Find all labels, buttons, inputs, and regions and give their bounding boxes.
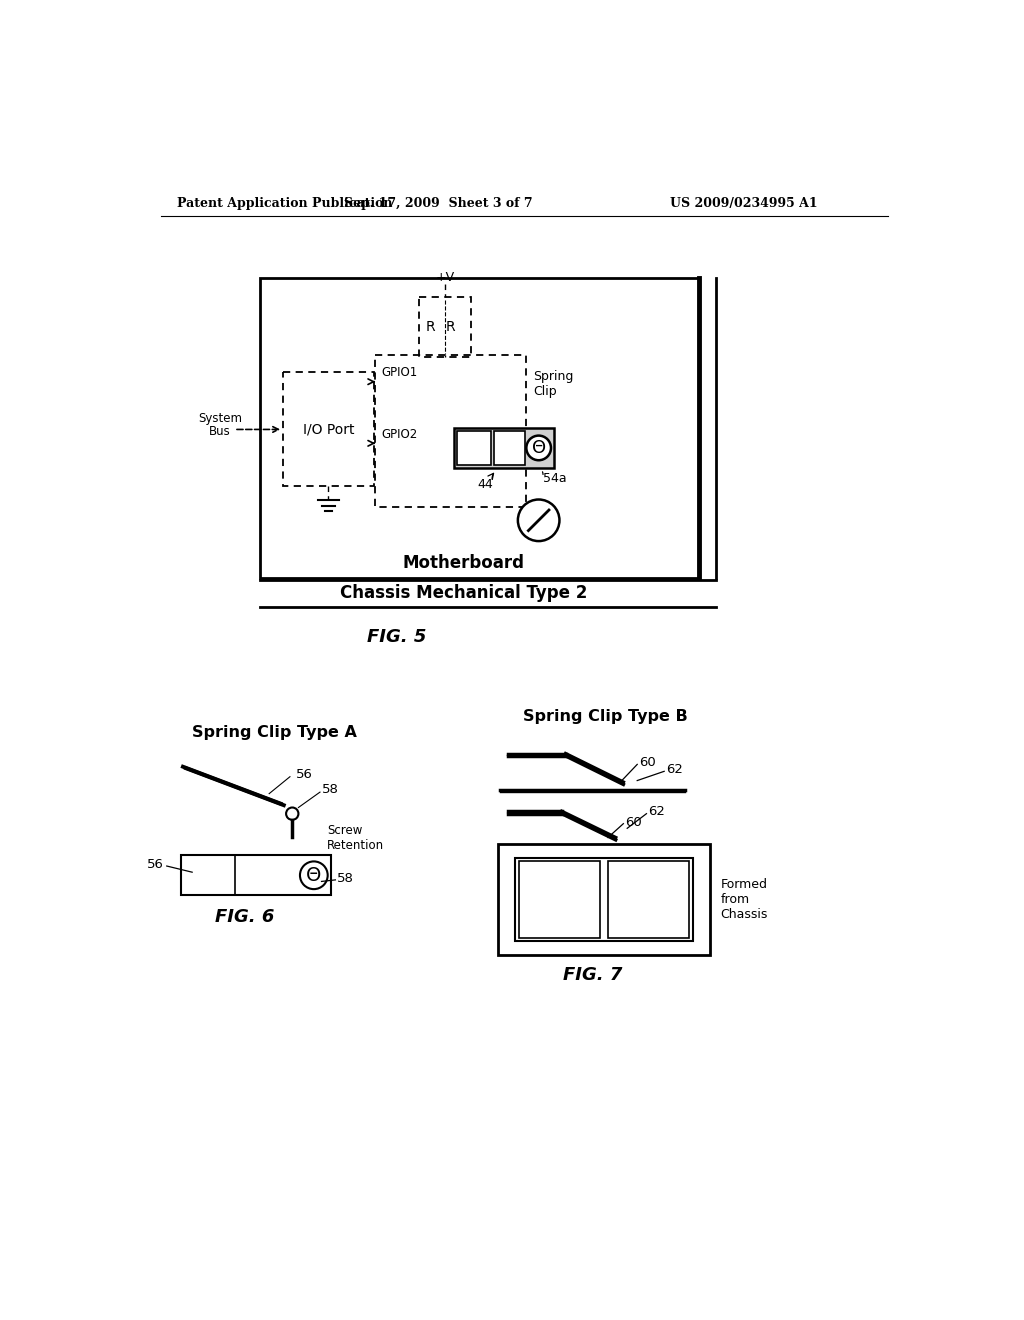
Text: Screw
Retention: Screw Retention bbox=[327, 825, 384, 853]
Text: Spring Clip Type B: Spring Clip Type B bbox=[523, 709, 688, 725]
Bar bbox=[454, 428, 554, 469]
Text: 62: 62 bbox=[666, 763, 683, 776]
Bar bbox=[376, 355, 525, 507]
Text: R: R bbox=[426, 319, 435, 334]
Text: FIG. 7: FIG. 7 bbox=[563, 966, 623, 983]
Circle shape bbox=[518, 499, 559, 541]
Text: 56: 56 bbox=[296, 768, 313, 781]
Bar bbox=[607, 862, 689, 937]
Text: FIG. 6: FIG. 6 bbox=[215, 908, 274, 925]
Text: FIG. 5: FIG. 5 bbox=[367, 628, 426, 647]
Text: 44: 44 bbox=[477, 478, 493, 491]
Text: R: R bbox=[446, 319, 456, 334]
Text: Patent Application Publication: Patent Application Publication bbox=[177, 197, 392, 210]
Bar bbox=[283, 372, 374, 487]
Text: Θ: Θ bbox=[531, 440, 546, 457]
Text: 62: 62 bbox=[648, 805, 665, 818]
Text: 56: 56 bbox=[146, 858, 164, 871]
Text: Spring
Clip: Spring Clip bbox=[534, 370, 573, 399]
Text: US 2009/0234995 A1: US 2009/0234995 A1 bbox=[670, 197, 817, 210]
Circle shape bbox=[300, 862, 328, 890]
Circle shape bbox=[526, 436, 551, 461]
Bar bbox=[419, 297, 471, 358]
Text: Θ: Θ bbox=[306, 866, 322, 884]
Text: Bus: Bus bbox=[209, 425, 230, 438]
Circle shape bbox=[286, 808, 298, 820]
Text: GPIO2: GPIO2 bbox=[382, 428, 418, 441]
Bar bbox=[260, 277, 698, 578]
Bar bbox=[457, 430, 490, 465]
Text: 54a: 54a bbox=[543, 473, 566, 486]
Text: 58: 58 bbox=[337, 871, 354, 884]
Text: Motherboard: Motherboard bbox=[403, 553, 525, 572]
Text: I/O Port: I/O Port bbox=[303, 422, 354, 437]
Text: System: System bbox=[198, 412, 242, 425]
Bar bbox=[515, 858, 692, 941]
Text: 60: 60 bbox=[639, 756, 655, 770]
Text: 60: 60 bbox=[625, 816, 642, 829]
Bar bbox=[518, 862, 600, 937]
Bar bbox=[494, 430, 524, 465]
Bar bbox=[498, 843, 710, 956]
Text: Spring Clip Type A: Spring Clip Type A bbox=[193, 725, 357, 739]
Text: 58: 58 bbox=[322, 783, 338, 796]
Bar bbox=[180, 855, 331, 895]
Text: +V: +V bbox=[435, 271, 455, 284]
Text: GPIO1: GPIO1 bbox=[382, 366, 418, 379]
Text: Chassis Mechanical Type 2: Chassis Mechanical Type 2 bbox=[340, 585, 588, 602]
Text: Formed
from
Chassis: Formed from Chassis bbox=[720, 878, 768, 921]
Text: Sep. 17, 2009  Sheet 3 of 7: Sep. 17, 2009 Sheet 3 of 7 bbox=[344, 197, 532, 210]
